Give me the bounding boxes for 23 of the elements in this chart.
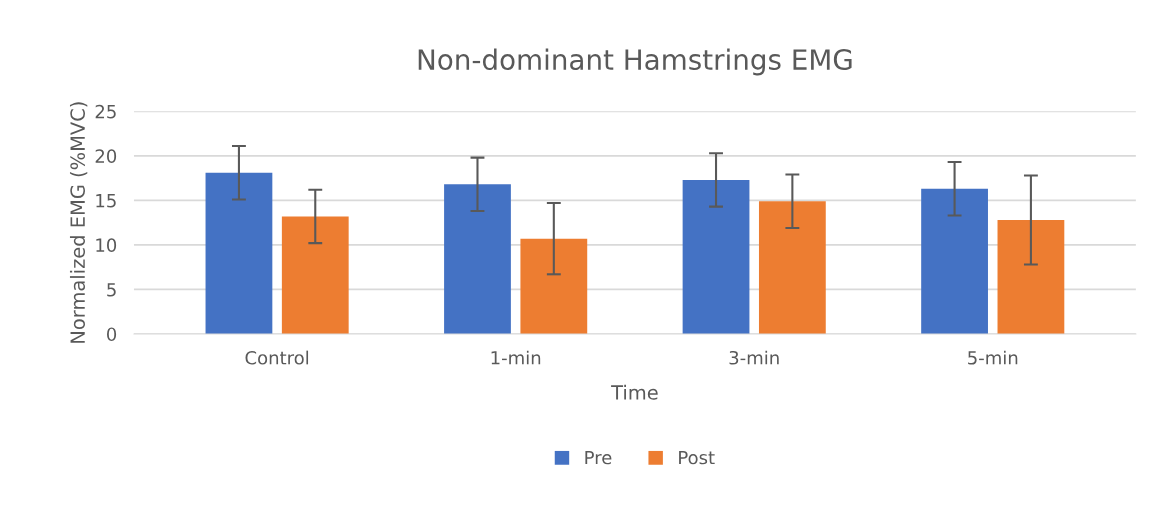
y-tick-label: 15 [96,194,116,208]
bar [444,184,511,334]
legend-label: Pre [585,450,612,465]
x-axis-title: Time [611,384,658,400]
y-tick-label: 25 [95,104,116,119]
x-tick-label: 1-min [491,350,541,365]
y-tick-label: 0 [107,327,117,342]
bar [281,216,349,334]
bar [682,179,750,334]
y-axis-title: Normalized EMG (%MVC) [69,102,88,343]
bar [205,172,273,334]
bar [921,188,988,334]
bar [520,238,588,334]
bar [997,219,1065,334]
bar [758,201,826,334]
x-tick-label: 5-min [968,350,1018,365]
y-tick-label: 10 [96,238,117,253]
legend-label: Post [679,450,715,465]
y-tick-label: 20 [95,149,117,163]
x-tick-label: Control [245,350,309,365]
chart-title: Non-dominant Hamstrings EMG [418,48,852,76]
x-tick-label: 3-min [729,350,779,365]
y-tick-label: 5 [107,283,116,297]
